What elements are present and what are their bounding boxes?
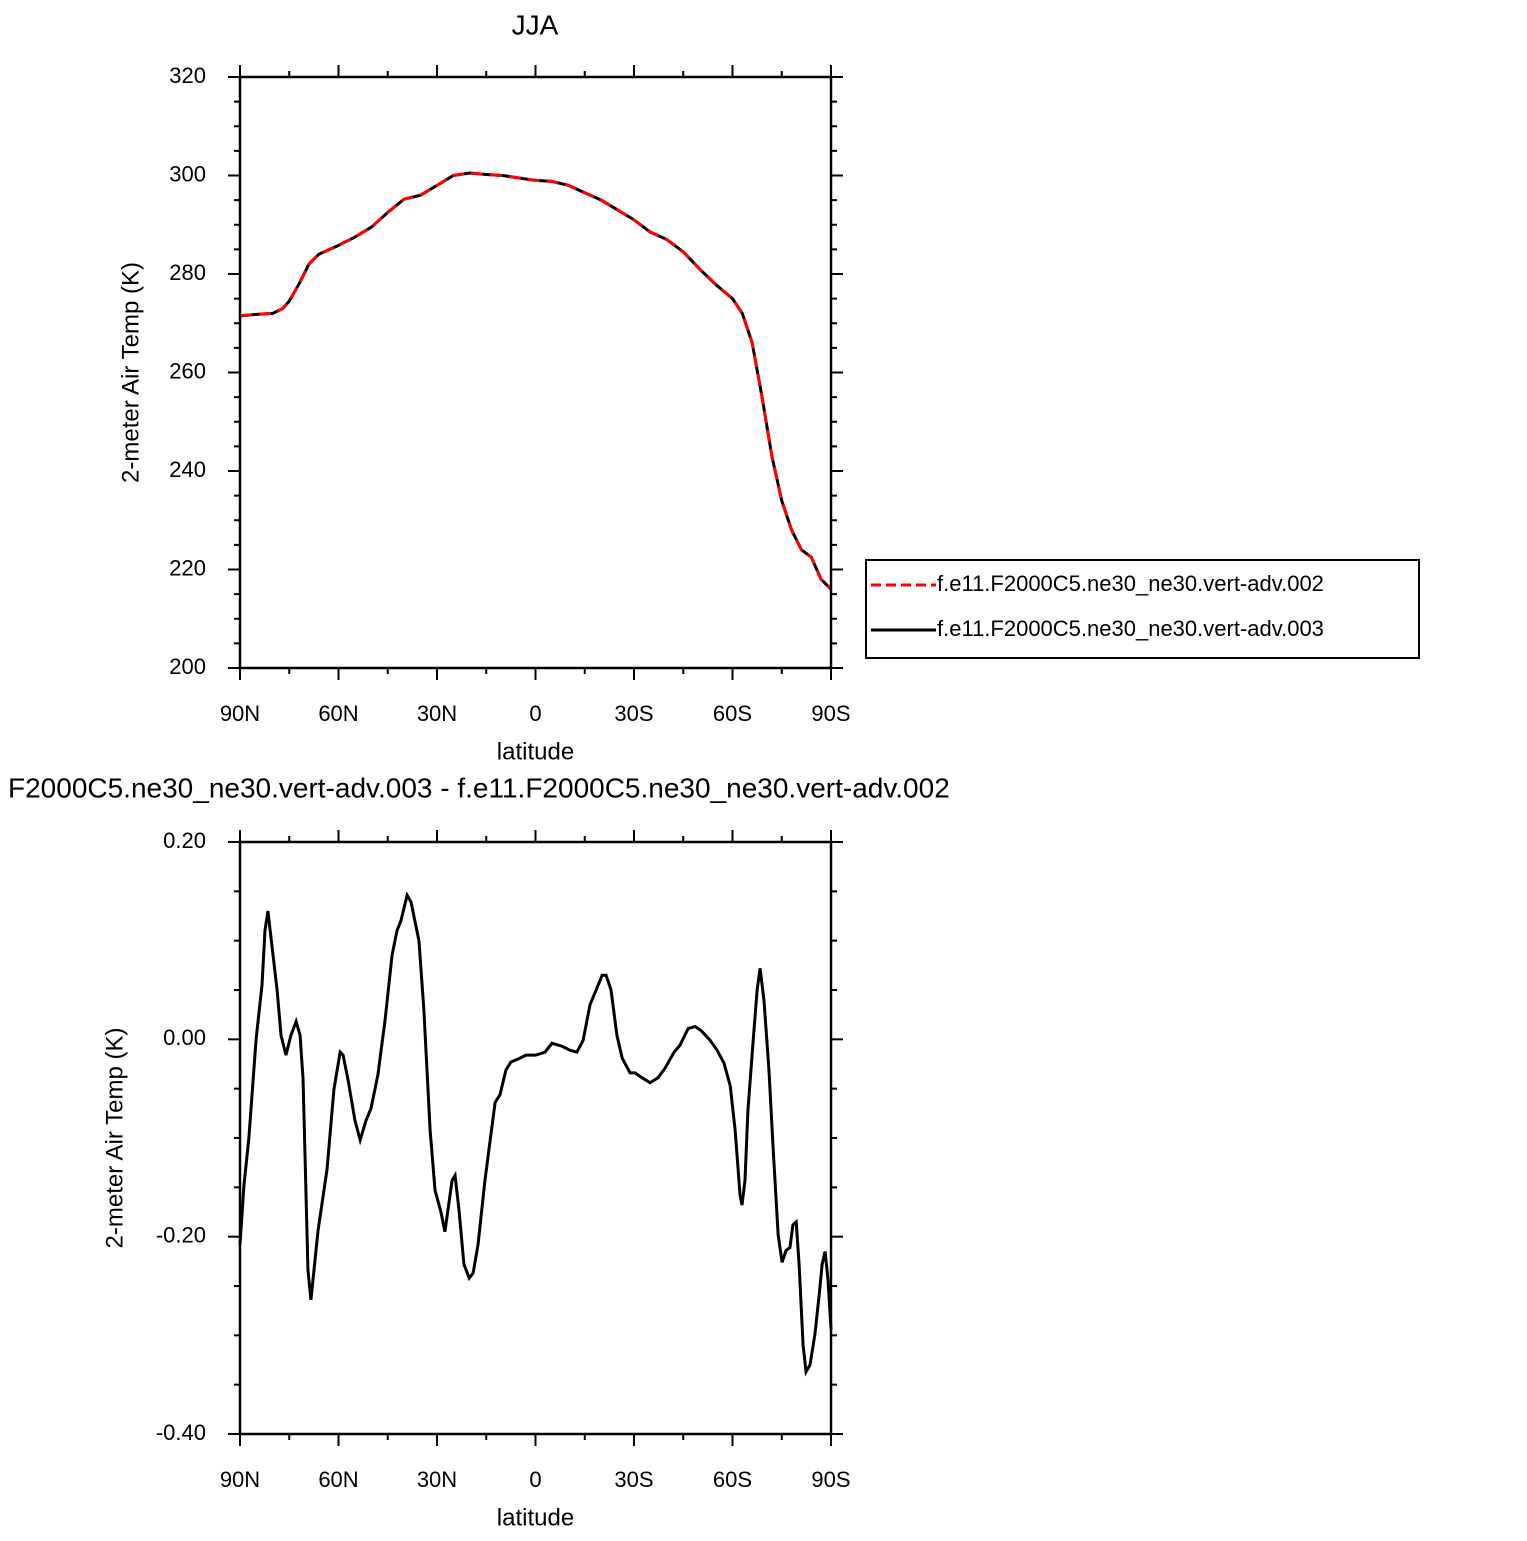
x-tick-label: 30S [614,1467,653,1492]
x-tick-label: 90N [220,701,260,726]
x-tick-label: 30N [417,1467,457,1492]
x-axis-label: latitude [497,1504,574,1531]
x-tick-label: 0 [529,701,541,726]
y-tick-label: 200 [169,654,206,679]
legend-label: f.e11.F2000C5.ne30_ne30.vert-adv.002 [937,571,1324,596]
y-tick-label: -0.40 [156,1420,206,1445]
data-line [239,171,833,591]
y-tick-label: 280 [169,260,206,285]
chart-title: JJA [512,9,559,40]
y-tick-label: 0.20 [163,828,206,853]
data-line [238,891,833,1377]
y-tick-label: 220 [169,555,206,580]
y-tick-label: 300 [169,161,206,186]
x-tick-label: 90S [811,701,850,726]
x-tick-label: 60S [713,701,752,726]
x-tick-label: 60S [713,1467,752,1492]
y-tick-label: 260 [169,358,206,383]
plot-frame [238,75,833,670]
x-tick-label: 90S [811,1467,850,1492]
x-tick-label: 0 [529,1467,541,1492]
legend-box [865,559,1420,659]
y-tick-label: -0.20 [156,1222,206,1247]
y-tick-label: 320 [169,63,206,88]
legend-label: f.e11.F2000C5.ne30_ne30.vert-adv.003 [937,616,1324,641]
y-tick-label: 240 [169,457,206,482]
data-line [239,171,833,591]
plot-frame [238,840,833,1436]
x-tick-label: 30S [614,701,653,726]
y-axis-label: 2-meter Air Temp (K) [117,262,144,483]
x-axis-label: latitude [497,738,574,765]
x-tick-label: 60N [318,1467,358,1492]
chart-title: F2000C5.ne30_ne30.vert-adv.003 - f.e11.F… [8,772,950,803]
y-axis-label: 2-meter Air Temp (K) [101,1028,128,1249]
x-tick-label: 60N [318,701,358,726]
x-tick-label: 90N [220,1467,260,1492]
y-tick-label: 0.00 [163,1025,206,1050]
x-tick-label: 30N [417,701,457,726]
